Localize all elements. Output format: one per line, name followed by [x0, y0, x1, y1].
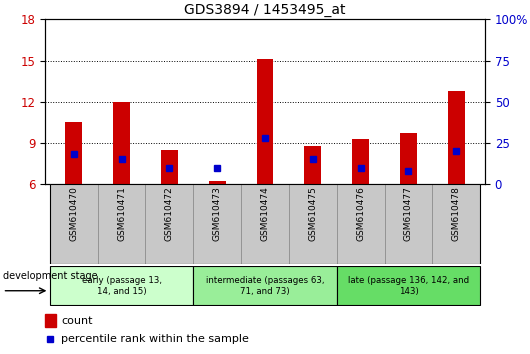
- Text: GSM610471: GSM610471: [117, 187, 126, 241]
- Text: GSM610475: GSM610475: [308, 187, 317, 241]
- Text: GSM610477: GSM610477: [404, 187, 413, 241]
- Bar: [50, 184, 98, 264]
- Text: GSM610478: GSM610478: [452, 187, 461, 241]
- Bar: [193, 266, 337, 306]
- Bar: [432, 184, 480, 264]
- Text: percentile rank within the sample: percentile rank within the sample: [61, 334, 249, 344]
- Bar: [304, 146, 321, 184]
- Bar: [385, 184, 432, 264]
- Text: early (passage 13,
14, and 15): early (passage 13, 14, and 15): [82, 276, 162, 296]
- Text: intermediate (passages 63,
71, and 73): intermediate (passages 63, 71, and 73): [206, 276, 324, 296]
- Bar: [352, 139, 369, 184]
- Bar: [241, 184, 289, 264]
- Text: GSM610470: GSM610470: [69, 187, 78, 241]
- Bar: [145, 184, 193, 264]
- Bar: [257, 59, 273, 184]
- Bar: [289, 184, 337, 264]
- Bar: [113, 102, 130, 184]
- Text: GSM610476: GSM610476: [356, 187, 365, 241]
- Bar: [400, 133, 417, 184]
- Bar: [209, 181, 226, 184]
- Text: development stage: development stage: [3, 271, 97, 281]
- Bar: [337, 184, 385, 264]
- Bar: [50, 266, 193, 306]
- Text: count: count: [61, 316, 92, 326]
- Text: GSM610472: GSM610472: [165, 187, 174, 241]
- Bar: [193, 184, 241, 264]
- Bar: [45, 314, 56, 327]
- Text: GSM610474: GSM610474: [261, 187, 269, 241]
- Bar: [98, 184, 145, 264]
- Bar: [337, 266, 480, 306]
- Text: GSM610473: GSM610473: [213, 187, 222, 241]
- Bar: [448, 91, 465, 184]
- Text: late (passage 136, 142, and
143): late (passage 136, 142, and 143): [348, 276, 469, 296]
- Bar: [161, 150, 178, 184]
- Bar: [65, 122, 82, 184]
- Title: GDS3894 / 1453495_at: GDS3894 / 1453495_at: [184, 3, 346, 17]
